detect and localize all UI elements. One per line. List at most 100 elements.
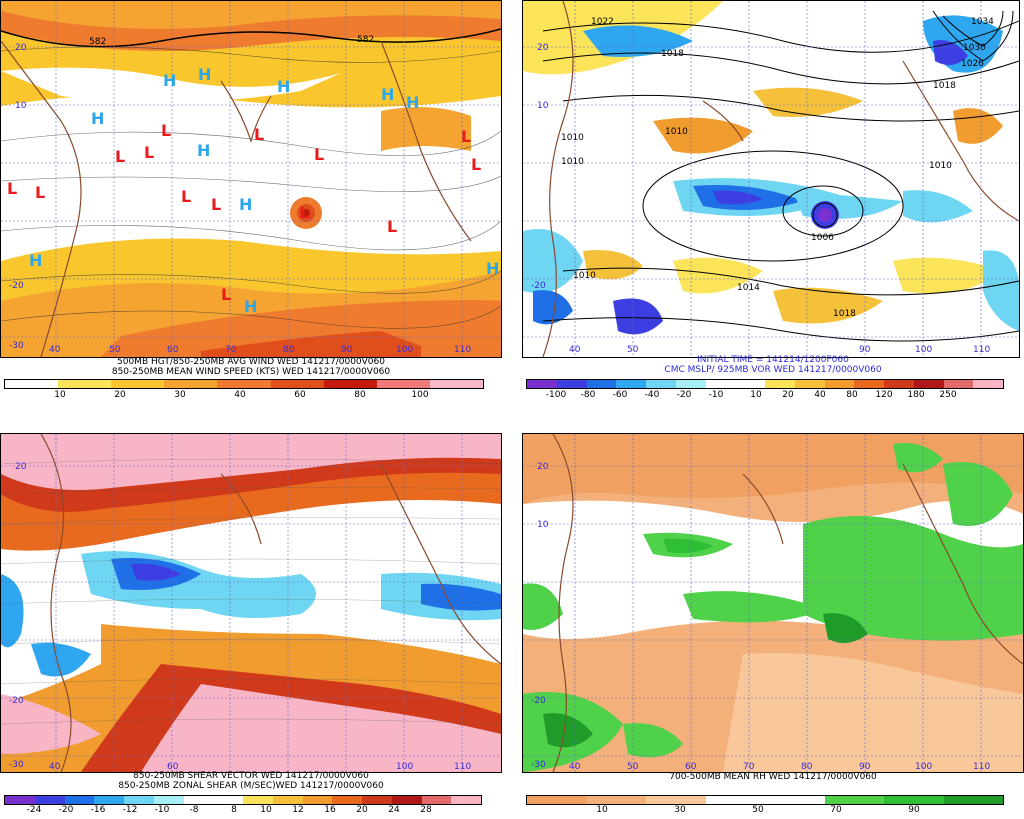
shear-vectors	[1, 458, 501, 725]
high-marker: H	[239, 195, 253, 214]
colorbar-swatch	[362, 796, 392, 804]
legend-tick: 40	[234, 390, 246, 400]
legend-tick: 20	[114, 390, 126, 400]
legend-tick: -16	[90, 805, 106, 815]
colorbar-swatch	[527, 796, 587, 804]
legend-tick: 10	[750, 390, 762, 400]
legend-tick: 100	[411, 390, 429, 400]
legend-tick: 12	[292, 805, 304, 815]
contour-label: 582	[357, 35, 375, 45]
shear-title-2: 850-250MB ZONAL SHEAR (M/SEC)WED 141217/…	[118, 781, 384, 791]
isobar-label: 1010	[561, 133, 584, 143]
isobar-label: 1022	[591, 17, 614, 27]
high-marker: H	[163, 71, 177, 90]
colorbar-swatch	[124, 796, 154, 804]
colorbar-swatch	[646, 380, 676, 388]
low-marker: L	[314, 145, 325, 164]
isobar-label: 1010	[665, 127, 688, 137]
lon-label: 100	[396, 345, 414, 355]
colorbar-swatch	[884, 380, 914, 388]
shear-grid	[1, 434, 501, 772]
colorbar-swatch	[272, 796, 303, 804]
legend-tick: 90	[908, 805, 920, 815]
colorbar-swatch	[164, 380, 218, 388]
rh-field	[523, 434, 1023, 772]
lon-label: 60	[167, 345, 179, 355]
isobar-label: 1010	[573, 271, 596, 281]
low-marker: L	[7, 179, 18, 198]
isobars	[542, 10, 1019, 342]
isobar-label: 1018	[933, 81, 956, 91]
high-marker: H	[29, 251, 43, 270]
colorbar-swatch	[705, 796, 765, 804]
colorbar-swatch	[527, 380, 557, 388]
lon-label: 110	[973, 762, 991, 772]
legend-tick: -12	[122, 805, 138, 815]
lon-label: 50	[627, 345, 639, 355]
lat-label: -30	[531, 760, 546, 770]
isobar-label: 1030	[963, 43, 986, 53]
vorticity-map: 1022 1018 1010 1010 1010 1006 1014 1018 …	[522, 0, 1020, 358]
lat-label: -30	[9, 341, 24, 351]
shear-field	[1, 434, 501, 772]
lon-label: 110	[454, 762, 472, 772]
legend-tick: -100	[545, 390, 567, 400]
legend-tick: 50	[752, 805, 764, 815]
lon-label: 80	[283, 345, 295, 355]
rh-colorbar	[526, 795, 1004, 805]
rh-map: 20 10 -20 -30 40 50 60 70 80 90 100 110	[522, 433, 1024, 773]
low-marker: L	[254, 125, 265, 144]
legend-tick: 20	[356, 805, 368, 815]
rh-colorbar-labels: 10 30 50 70 90	[526, 805, 1002, 817]
lon-label: 70	[743, 762, 755, 772]
colorbar-swatch	[243, 796, 273, 804]
legend-tick: -10	[154, 805, 170, 815]
legend-tick: 8	[231, 805, 237, 815]
vor-grid	[523, 1, 1019, 357]
lon-label: 100	[396, 762, 414, 772]
lon-label: 70	[225, 345, 237, 355]
wind-colorbar	[4, 379, 484, 389]
colorbar-swatch	[34, 796, 65, 804]
lat-label: 10	[537, 101, 549, 111]
lat-label: 10	[537, 520, 549, 530]
lon-label: 60	[167, 762, 179, 772]
high-marker: H	[244, 297, 258, 316]
shear-title-1: 850-250MB SHEAR VECTOR WED 141217/0000V0…	[133, 771, 369, 781]
low-marker: L	[461, 127, 472, 146]
lon-label: 60	[685, 762, 697, 772]
wind-map: 20 10 -20 -30 40 50 60 70 80 90 100 110 …	[0, 0, 502, 358]
high-marker: H	[198, 65, 212, 84]
high-marker: H	[277, 77, 291, 96]
shear-colorbar-labels: -24 -20 -16 -12 -10 -8 8 10 12 16 20 24 …	[4, 805, 480, 817]
colorbar-swatch	[391, 796, 422, 804]
legend-tick: 70	[830, 805, 842, 815]
low-marker: L	[387, 217, 398, 236]
low-marker: L	[161, 121, 172, 140]
colorbar-swatch	[270, 380, 324, 388]
legend-tick: 80	[354, 390, 366, 400]
colorbar-swatch	[824, 796, 884, 804]
colorbar-swatch	[94, 796, 124, 804]
panel-vorticity: 1022 1018 1010 1010 1010 1006 1014 1018 …	[522, 0, 1024, 400]
legend-tick: -40	[644, 390, 660, 400]
lat-label: 10	[15, 101, 27, 111]
vor-title-1: INITIAL TIME = 141214/1200F060	[697, 355, 849, 365]
isobar-label: 1026	[961, 59, 984, 69]
lon-label: 110	[454, 345, 472, 355]
colorbar-swatch	[376, 380, 430, 388]
colorbar-swatch	[58, 380, 112, 388]
colorbar-swatch	[5, 380, 59, 388]
colorbar-swatch	[943, 796, 1003, 804]
isobar-label: 1018	[833, 309, 856, 319]
colorbar-swatch	[5, 796, 35, 804]
legend-tick: 250	[939, 390, 957, 400]
lat-label: -20	[9, 281, 24, 291]
legend-tick: 20	[782, 390, 794, 400]
colorbar-swatch	[451, 796, 481, 804]
colorbar-swatch	[586, 380, 617, 388]
colorbar-swatch	[421, 796, 452, 804]
panel-rh: 20 10 -20 -30 40 50 60 70 80 90 100 110 …	[522, 433, 1024, 819]
lon-label: 90	[341, 345, 353, 355]
high-marker: H	[91, 109, 105, 128]
